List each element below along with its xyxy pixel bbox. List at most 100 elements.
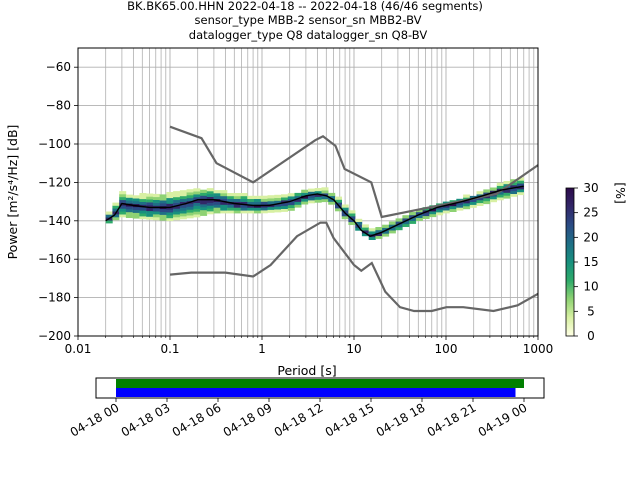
histogram-cell <box>220 201 228 205</box>
histogram-cell <box>375 232 383 236</box>
histogram-cell <box>159 211 167 215</box>
histogram-cell <box>503 186 511 190</box>
x-tick-label: 0.01 <box>65 342 92 356</box>
histogram-cell <box>146 216 154 220</box>
histogram-cell <box>503 181 511 185</box>
histogram-cell <box>274 200 282 204</box>
histogram-cell <box>503 189 511 193</box>
histogram-cell <box>220 210 228 214</box>
histogram-cell <box>503 195 511 199</box>
histogram-cell <box>166 203 174 207</box>
histogram-cell <box>375 229 383 234</box>
histogram-cell <box>139 216 147 220</box>
histogram-cell <box>308 194 315 198</box>
histogram-cell <box>341 216 349 220</box>
histogram-cell <box>402 215 410 219</box>
histogram-cell <box>240 193 248 197</box>
histogram-cell <box>517 191 524 196</box>
histogram-cell <box>159 208 167 212</box>
histogram-cell <box>254 201 261 205</box>
y-axis-label: Power [m²/s⁴/Hz] [dB] <box>5 125 20 260</box>
histogram-cell <box>375 227 383 231</box>
y-tick-label: −120 <box>38 175 71 189</box>
histogram-cell <box>274 206 282 210</box>
plot-frame <box>77 47 539 337</box>
histogram-cell <box>206 205 214 209</box>
histogram-cell <box>125 194 133 198</box>
histogram-cell <box>328 201 336 205</box>
histogram-cell <box>274 203 282 207</box>
histogram-cell <box>287 207 295 211</box>
histogram-cell <box>139 193 147 197</box>
histogram-cell <box>179 204 187 208</box>
histogram-cell <box>233 193 241 197</box>
y-tick-label: −100 <box>38 137 71 151</box>
histogram-cell <box>341 210 349 214</box>
histogram-cell <box>388 227 396 231</box>
coverage-tick-label: 04-18 21 <box>425 400 479 439</box>
histogram-cell <box>402 220 410 225</box>
histogram-cell <box>119 211 127 215</box>
histogram-cell <box>112 214 120 218</box>
histogram-cell <box>159 203 167 207</box>
histogram-cell <box>227 193 235 197</box>
colorbar-ticks: 0 5 10 15 20 25 30 <box>574 181 599 343</box>
x-tick-label: 10 <box>346 342 361 356</box>
histogram-cell <box>496 185 504 189</box>
histogram-cell <box>335 208 342 212</box>
histogram-cell <box>146 213 154 217</box>
histogram-cell <box>206 202 214 206</box>
histogram-cell <box>105 214 113 218</box>
histogram-cell <box>476 197 484 201</box>
histogram-cell <box>173 199 181 203</box>
histogram-cell <box>233 210 241 214</box>
histogram-cell <box>456 207 464 211</box>
histogram-cell <box>402 223 410 227</box>
histogram-cell <box>227 204 235 208</box>
histogram-cell <box>213 193 221 197</box>
histogram-cell <box>422 212 430 217</box>
histogram-cell <box>200 189 208 193</box>
histogram-cell <box>193 191 201 195</box>
histogram-cell <box>200 209 208 213</box>
histogram-cell <box>112 208 120 212</box>
histogram-cell <box>449 205 457 210</box>
histogram-cell <box>348 221 356 225</box>
histogram-cell <box>173 214 181 218</box>
histogram-cell <box>476 191 484 195</box>
histogram-cell <box>220 198 228 202</box>
histogram-cell <box>510 182 518 186</box>
histogram-cell <box>341 207 349 211</box>
histogram-cell <box>476 194 484 198</box>
histogram-cell <box>301 189 309 193</box>
histogram-cell <box>274 194 282 198</box>
histogram-cell <box>186 206 194 210</box>
histogram-cell <box>233 195 241 199</box>
histogram-cell <box>267 209 275 213</box>
histogram-cell <box>152 199 160 203</box>
histogram-cell <box>274 209 282 213</box>
colorbar-tick-label: 30 <box>583 181 598 195</box>
histogram-cell <box>173 194 181 198</box>
histogram-cell <box>200 201 208 205</box>
histogram-cell <box>294 204 302 208</box>
histogram-cell <box>132 198 140 202</box>
histogram-cell <box>159 200 167 204</box>
y-tick-label: −180 <box>38 291 71 305</box>
histogram-cell <box>409 217 417 221</box>
histogram-cell <box>483 189 491 193</box>
histogram-cell <box>517 180 524 184</box>
histogram-cell <box>449 208 457 212</box>
histogram-cell <box>186 197 194 202</box>
histogram-cell <box>308 197 315 201</box>
x-axis-ticks: 0.01 0.1 1 10 100 1000 <box>65 336 553 356</box>
histogram-cell <box>193 211 201 215</box>
y-tick-label: −60 <box>46 60 71 74</box>
histogram-cell <box>186 195 194 199</box>
coverage-tick-label: 04-18 09 <box>221 400 275 439</box>
histogram-cell <box>173 208 181 212</box>
colorbar-tick-label: 25 <box>583 206 598 220</box>
histogram-cell <box>240 204 248 208</box>
histogram-cell <box>281 208 288 212</box>
histogram-cell <box>361 233 369 237</box>
